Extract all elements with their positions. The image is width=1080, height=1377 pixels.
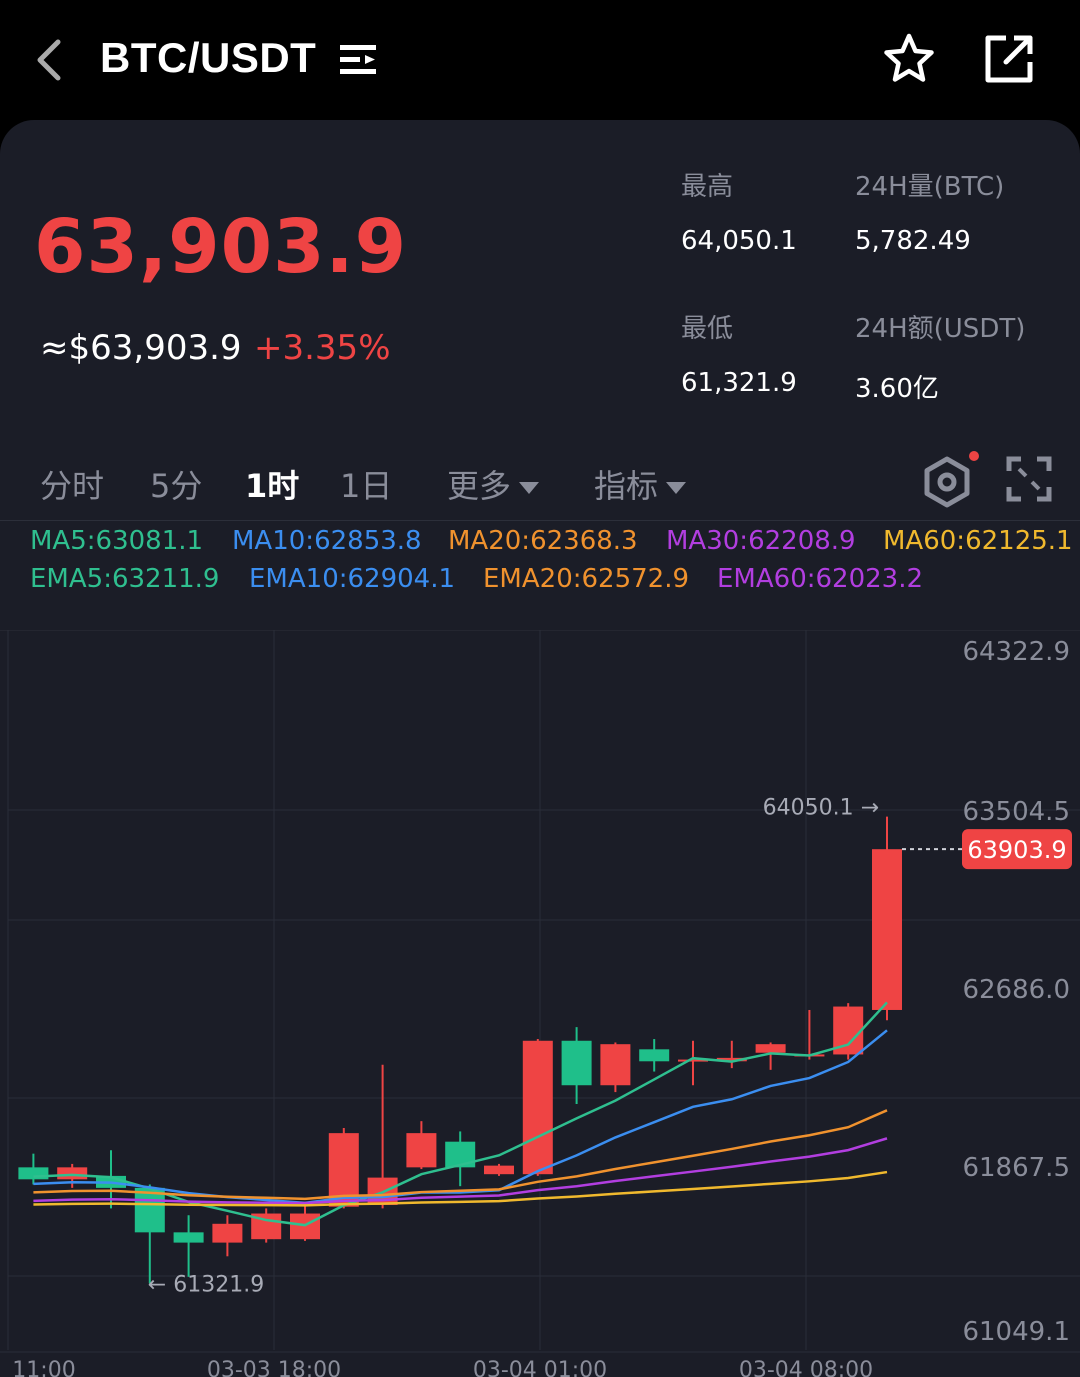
candle-body	[872, 849, 902, 1010]
top-bar: BTC/USDT	[0, 0, 1080, 120]
x-tick-label: 03-04 08:00	[739, 1358, 873, 1377]
ma60-value: MA60:62125.1	[883, 526, 1073, 556]
x-tick-label: 11:00	[12, 1358, 75, 1377]
pair-title[interactable]: BTC/USDT	[100, 34, 317, 81]
interval-tabs: 分时 5分 1时 1日 更多 指标	[0, 455, 1080, 515]
y-tick-label: 61049.1	[962, 1317, 1070, 1347]
candlestick-chart[interactable]: 64322.9 63504.5 62686.0 61867.5 61049.1 11:00…	[0, 630, 1080, 1377]
ma10-value: MA10:62853.8	[232, 526, 422, 556]
ema20-value: EMA20:62572.9	[483, 564, 690, 594]
y-tick-label: 61867.5	[962, 1153, 1070, 1183]
ma5-line	[33, 1001, 888, 1227]
notification-dot	[969, 451, 979, 461]
tab-more[interactable]: 更多	[447, 461, 540, 507]
high-label: 最高	[681, 172, 734, 202]
low-annotation: ← 61321.9	[148, 1272, 264, 1297]
fullscreen-icon[interactable]	[1006, 456, 1052, 502]
candle-body	[522, 1040, 553, 1175]
high-value: 64,050.1	[681, 226, 797, 256]
tab-more-label: 更多	[447, 467, 512, 505]
candle-body	[134, 1187, 165, 1233]
candle-body	[18, 1167, 49, 1180]
volume-value: 5,782.49	[855, 226, 971, 256]
ma5-value: MA5:63081.1	[30, 526, 204, 556]
low-label: 最低	[681, 314, 734, 344]
ma10-line	[33, 1029, 888, 1205]
x-tick-label: 03-03 18:00	[207, 1358, 341, 1377]
tab-5m[interactable]: 5分	[150, 467, 203, 505]
candle-body	[406, 1133, 437, 1168]
y-tick-label: 62686.0	[962, 975, 1070, 1005]
ma60-line	[33, 1170, 888, 1207]
candle-body	[173, 1232, 204, 1243]
tab-time[interactable]: 分时	[40, 467, 105, 505]
ema5-value: EMA5:63211.9	[30, 564, 220, 594]
change-percent: +3.35%	[254, 328, 391, 368]
candle-body	[484, 1165, 514, 1175]
candle-body	[755, 1044, 786, 1053]
volume-label: 24H量(BTC)	[855, 172, 1005, 202]
high-annotation: 64050.1 →	[763, 796, 879, 821]
last-price-badge	[962, 829, 1072, 870]
divider	[0, 520, 1080, 521]
caret-down-icon	[666, 482, 687, 494]
x-tick-label: 03-04 01:00	[473, 1358, 607, 1377]
ma30-value: MA30:62208.9	[666, 526, 856, 556]
amount-label: 24H额(USDT)	[855, 314, 1026, 344]
last-price: 63,903.9	[34, 204, 408, 290]
ma30-line	[33, 1137, 888, 1205]
caret-down-icon	[519, 482, 540, 494]
ema60-value: EMA60:62023.2	[717, 564, 924, 594]
tab-1d[interactable]: 1日	[340, 467, 393, 505]
share-icon[interactable]	[982, 32, 1036, 86]
y-tick-label: 64322.9	[962, 637, 1070, 667]
tab-indicators-label: 指标	[594, 467, 659, 505]
ma20-value: MA20:62368.3	[448, 526, 638, 556]
candle-body	[678, 1059, 708, 1062]
amount-value: 3.60亿	[855, 374, 939, 404]
chevron-left-icon[interactable]	[30, 36, 70, 84]
star-icon[interactable]	[882, 32, 936, 86]
candle-body	[716, 1057, 747, 1062]
ma20-line	[33, 1109, 888, 1201]
ema10-value: EMA10:62904.1	[249, 564, 456, 594]
candle-body	[212, 1223, 243, 1243]
tab-indicators[interactable]: 指标	[594, 461, 687, 507]
y-tick-label: 63504.5	[962, 797, 1070, 827]
candle-body	[561, 1040, 592, 1086]
tab-1h[interactable]: 1时	[245, 467, 300, 505]
market-panel: 63,903.9 ≈$63,903.9 +3.35% 最高 64,050.1 2…	[0, 120, 1080, 1377]
low-value: 61,321.9	[681, 368, 797, 398]
last-price-badge-label: 63903.9	[967, 836, 1066, 864]
candle-body	[57, 1167, 88, 1180]
candle-body	[600, 1044, 631, 1086]
chart-settings-icon[interactable]	[920, 455, 974, 509]
list-menu-icon[interactable]	[338, 42, 378, 78]
usd-price: ≈$63,903.9	[40, 328, 242, 368]
candle-body	[639, 1049, 670, 1062]
